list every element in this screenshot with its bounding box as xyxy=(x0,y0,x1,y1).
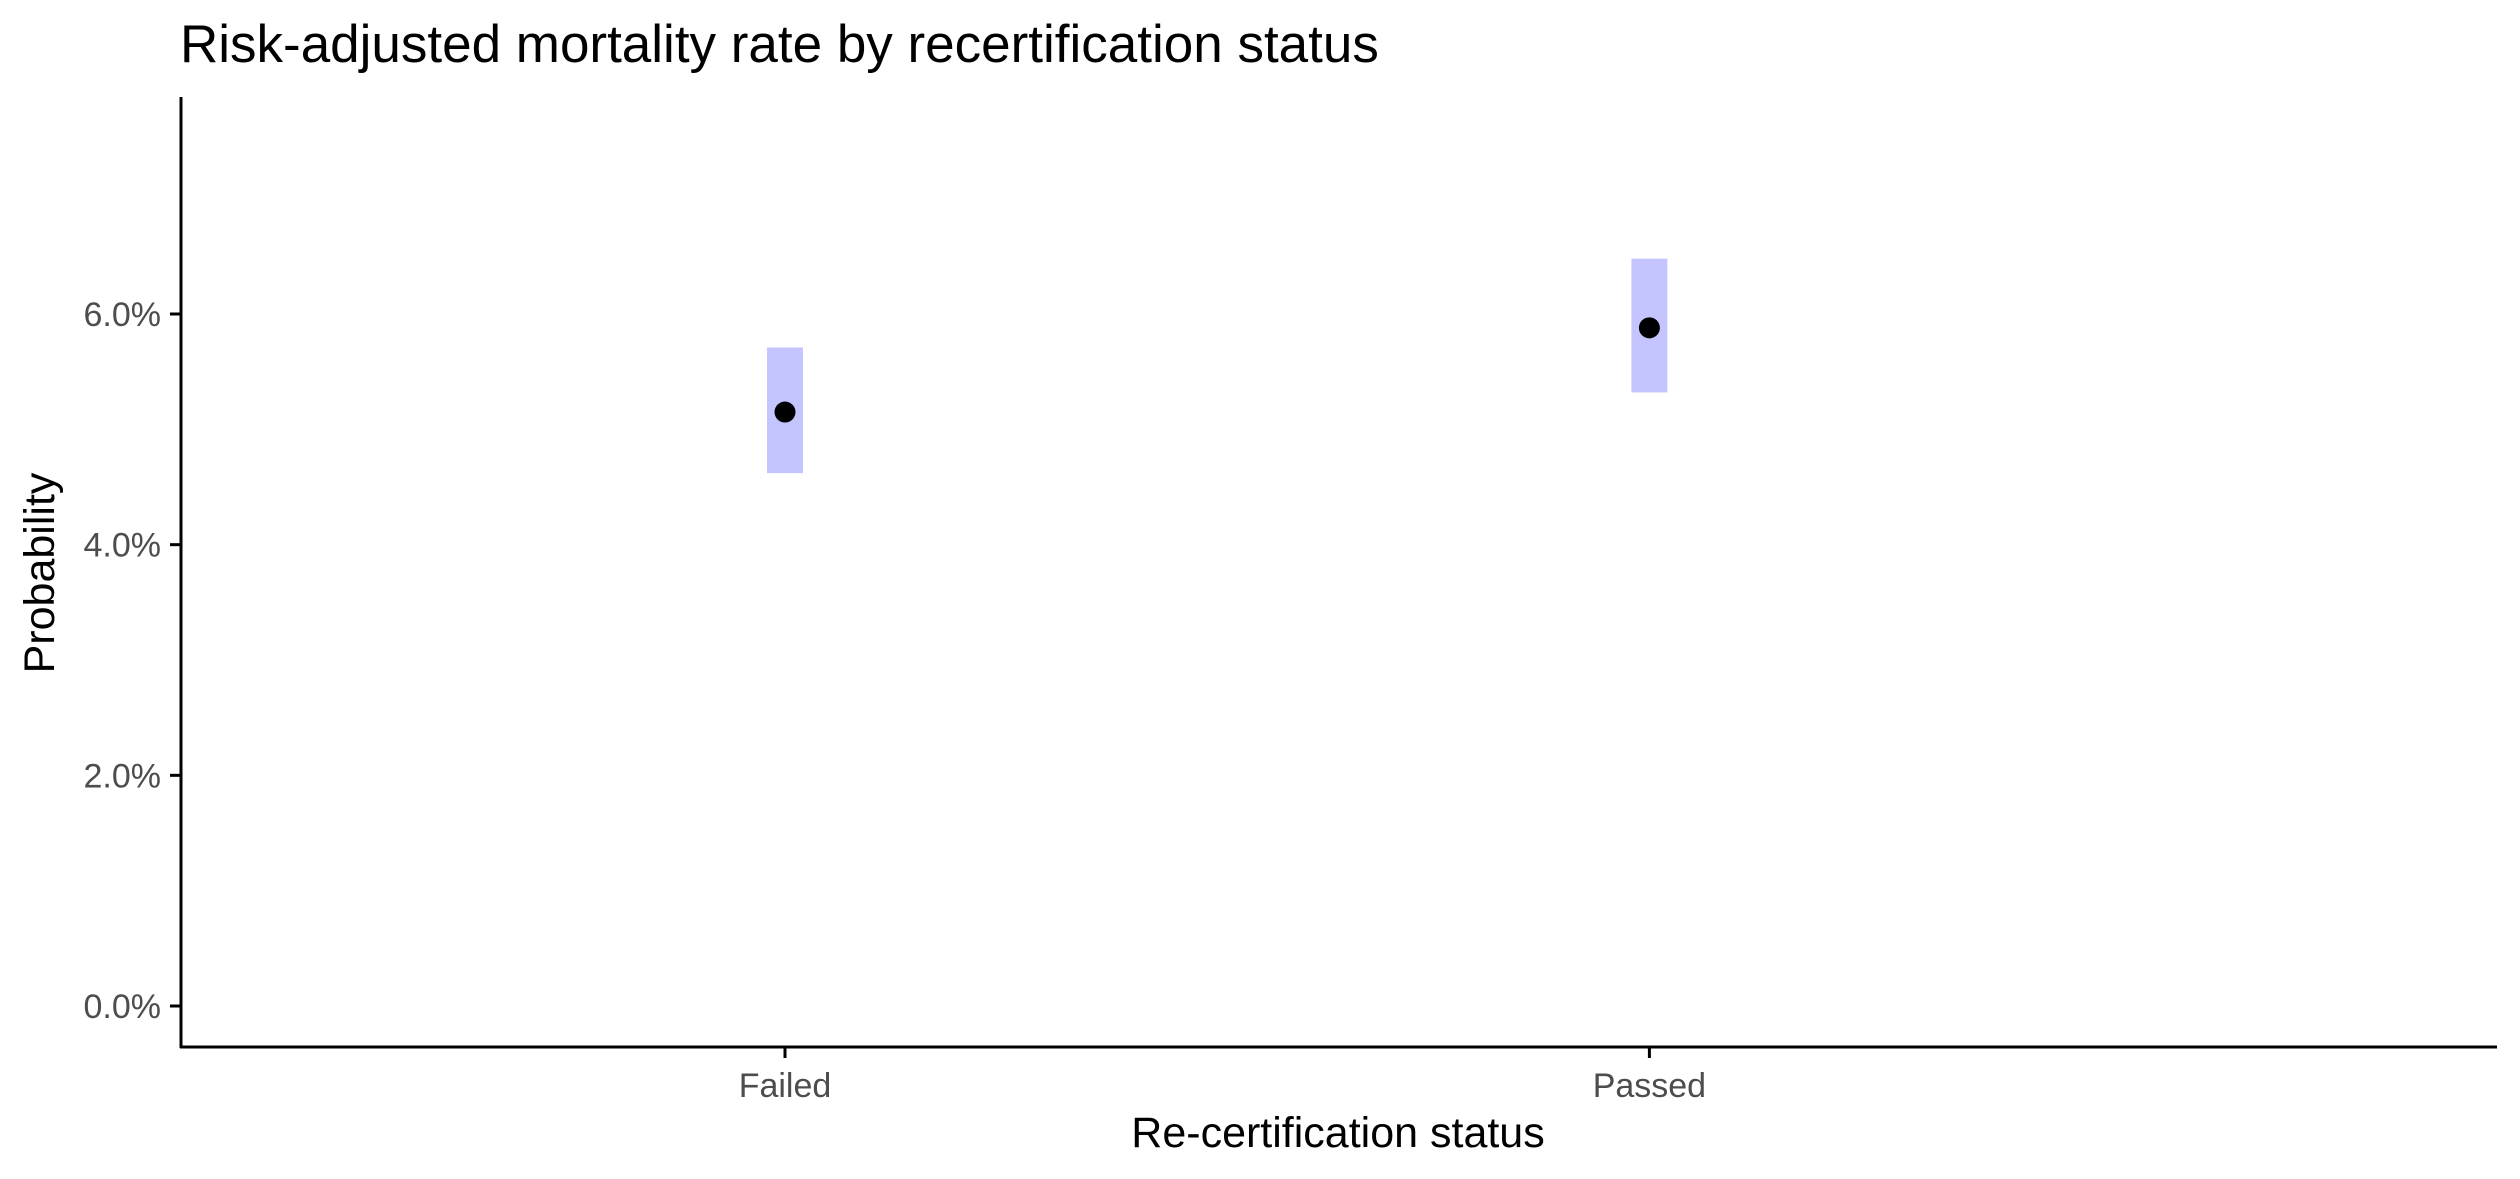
x-tick-label: Passed xyxy=(1593,1067,1706,1105)
y-tick-label: 6.0% xyxy=(84,296,162,334)
y-tick-label: 2.0% xyxy=(84,757,162,795)
x-tick-label: Failed xyxy=(739,1067,832,1105)
y-axis-ticks: 0.0% 2.0% 4.0% 6.0% xyxy=(84,296,181,1026)
data-point xyxy=(1638,317,1660,339)
x-axis-ticks: Failed Passed xyxy=(739,1047,1706,1105)
y-axis-title: Probability xyxy=(16,472,64,673)
chart-title: Risk-adjusted mortality rate by recertif… xyxy=(180,15,1379,74)
data-point xyxy=(774,401,796,423)
y-tick-label: 4.0% xyxy=(84,527,162,565)
point-layer xyxy=(774,317,1660,423)
x-axis-title: Re-certification status xyxy=(1131,1109,1544,1157)
y-tick-label: 0.0% xyxy=(84,988,162,1026)
interval-layer xyxy=(767,258,1668,474)
